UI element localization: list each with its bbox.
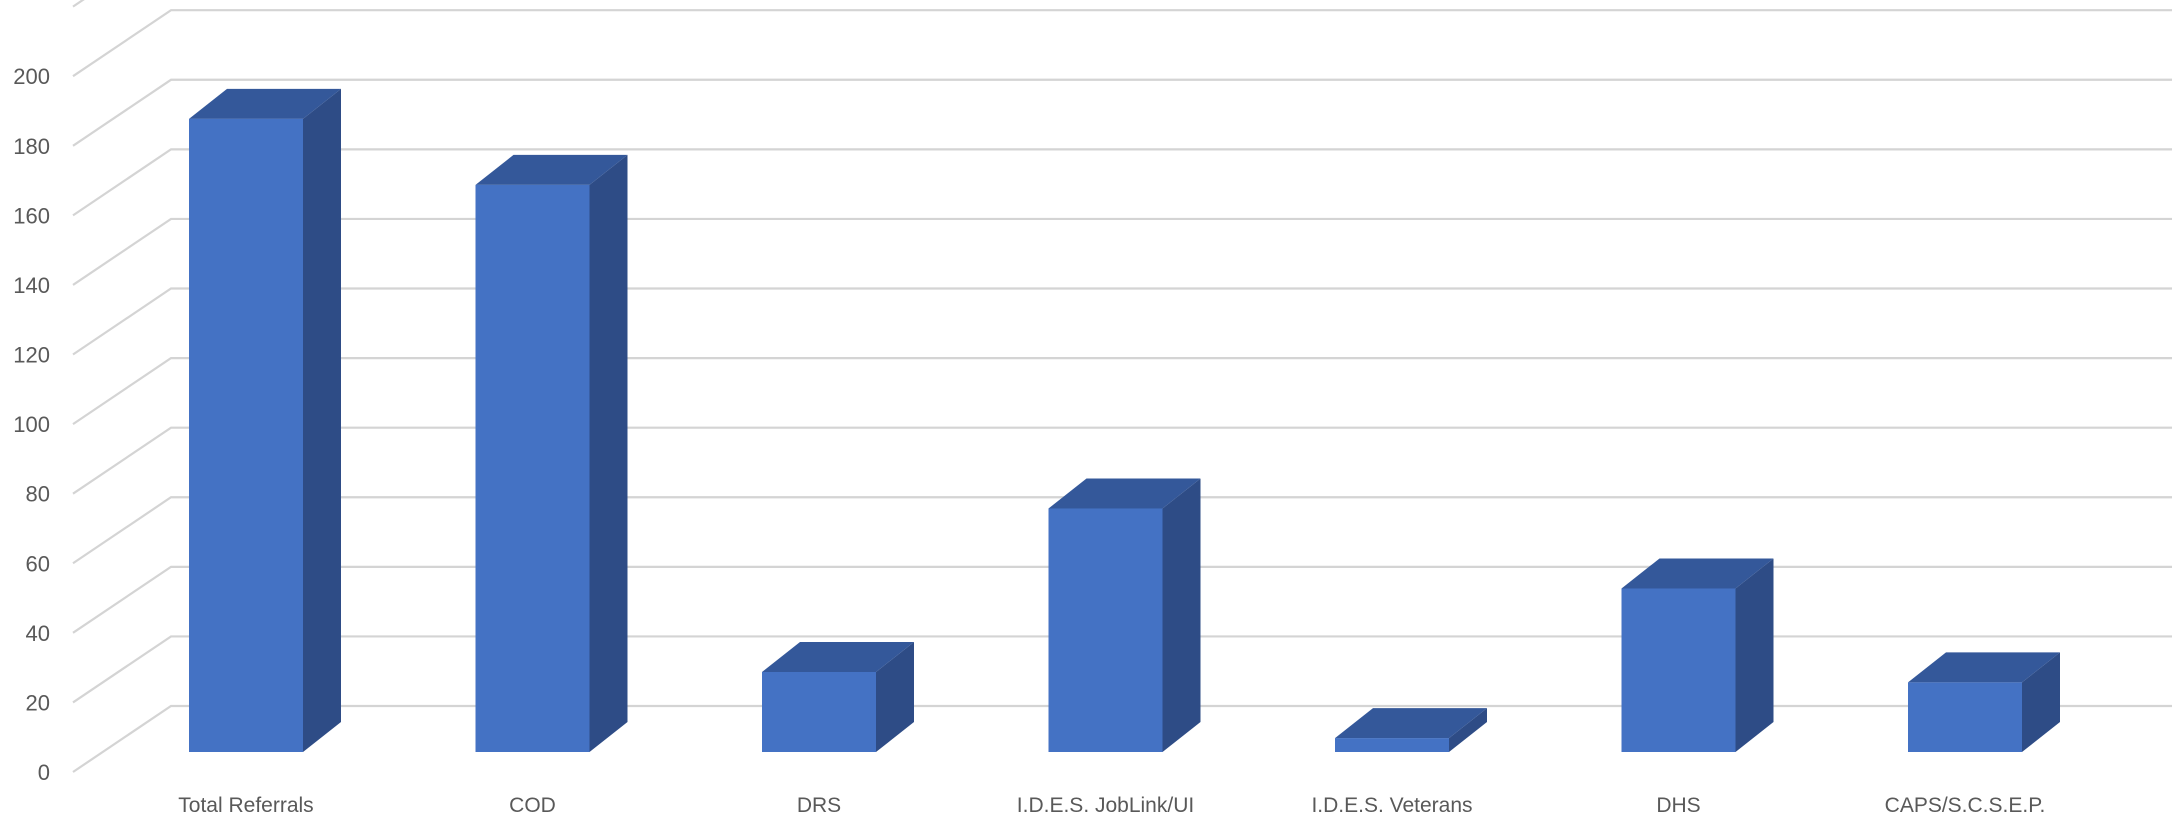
y-tick-label: 20 [26,690,50,715]
y-tick-label: 0 [38,760,50,785]
y-tick-label: 120 [13,343,50,368]
bar-side [876,641,914,752]
bar-front [475,184,590,753]
bar-top [1048,478,1201,509]
y-tick-label: 160 [13,203,50,228]
category-label: Total Referrals [178,794,313,817]
bar-front [189,118,303,752]
y-tick-label: 40 [26,621,50,646]
bar [1908,652,2060,752]
gridlines [72,0,2172,773]
bar-top [1335,708,1487,739]
gridline [72,287,2172,356]
category-label: I.D.E.S. Veterans [1311,794,1472,817]
bar-side [1735,558,1774,752]
gridline [72,148,2172,217]
bar-side [303,88,341,752]
gridline [72,704,2172,773]
y-tick-label: 100 [13,412,50,437]
gridline [72,357,2172,426]
y-axis-tick-labels: 0 20 40 60 80 100 120 140 160 180 200 [13,64,50,785]
gridline [72,9,2172,78]
bar [475,154,628,753]
bar-front [1048,508,1163,752]
y-tick-label: 200 [13,64,50,89]
y-tick-label: 60 [26,551,50,576]
category-label: CAPS/S.C.S.E.P. [1885,794,2046,817]
category-label: I.D.E.S. JobLink/UI [1017,794,1194,817]
bar [1048,478,1201,752]
gridline [72,496,2172,565]
gridline [72,565,2172,634]
gridline [72,635,2172,704]
gridline [72,78,2172,147]
bar-top [762,641,914,672]
bar-side [589,154,628,753]
bar [189,88,341,752]
category-label: DRS [797,794,841,817]
y-tick-label: 180 [13,134,50,159]
gridline [72,0,85,8]
y-tick-label: 80 [26,482,50,507]
bar-front [1621,588,1736,752]
bar [762,641,914,752]
bar-front [1335,738,1449,752]
bar-front [1908,682,2022,752]
y-tick-label: 140 [13,273,50,298]
bar-top [475,154,628,185]
bar-side [2022,652,2060,752]
gridline [72,426,2172,495]
bar-side [1449,708,1487,752]
bar-front [762,671,876,752]
gridline [72,217,2172,286]
bar-top [189,88,341,119]
bar-side [1162,478,1201,752]
bar-top [1908,652,2060,683]
category-label: DHS [1656,794,1700,817]
bar-top [1621,558,1774,589]
category-label: COD [509,794,556,817]
bars [189,88,2060,753]
bar [1621,558,1774,752]
bar [1335,708,1487,752]
category-labels: Total Referrals COD DRS I.D.E.S. JobLink/UI… [178,794,2045,817]
